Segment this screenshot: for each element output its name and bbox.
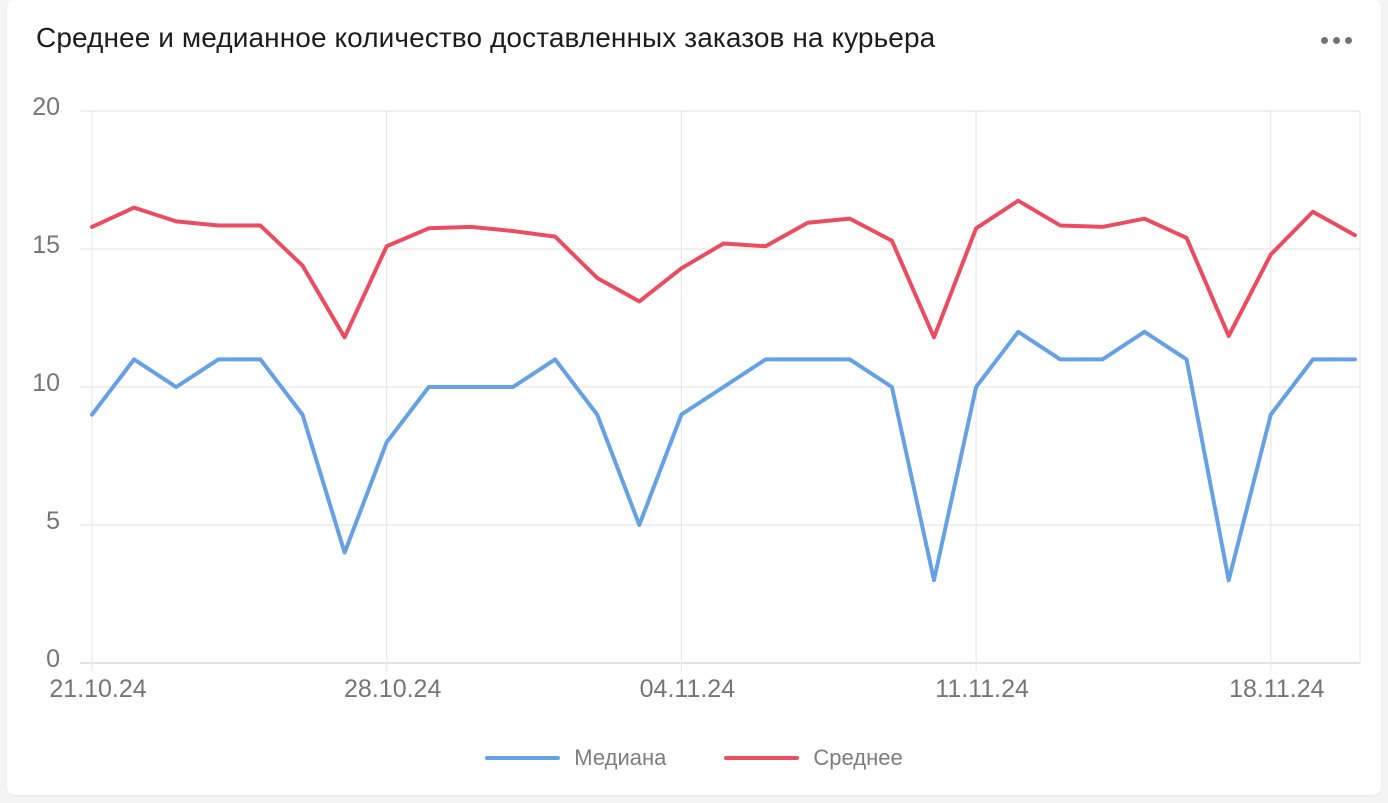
chart-legend: Медиана Среднее <box>7 745 1381 771</box>
x-axis-tick-label: 18.11.24 <box>1229 675 1325 703</box>
x-axis-tick-label: 04.11.24 <box>640 675 736 703</box>
mean-line <box>90 198 1357 340</box>
y-axis-tick-label: 15 <box>32 231 60 259</box>
chart-title: Среднее и медианное количество доставлен… <box>36 22 936 53</box>
legend-item-mean[interactable]: Среднее <box>724 745 903 771</box>
median-line <box>90 329 1357 583</box>
more-horizontal-icon <box>1320 36 1328 44</box>
more-horizontal-icon <box>1344 36 1352 44</box>
x-axis-tick-label: 21.10.24 <box>49 675 146 703</box>
y-axis-tick-label: 0 <box>46 645 60 673</box>
y-axis-tick-label: 5 <box>46 507 60 535</box>
mean-line-swatch <box>724 756 800 760</box>
legend-label-median: Медиана <box>574 745 667 770</box>
x-axis-tick-label: 11.11.24 <box>935 675 1029 703</box>
y-axis-tick-label: 20 <box>32 93 60 121</box>
y-axis-tick-label: 10 <box>32 369 60 397</box>
more-options-button[interactable] <box>1313 24 1359 56</box>
median-line-swatch <box>485 756 561 760</box>
legend-item-median[interactable]: Медиана <box>485 745 666 771</box>
more-horizontal-icon <box>1332 36 1340 44</box>
line-chart: 0 5 10 15 20 21.10.24 28.10.24 04.11.24 11.11.24… <box>32 93 1361 703</box>
x-axis-tick-label: 28.10.24 <box>344 675 441 703</box>
chart-card: 0 5 10 15 20 21.10.24 28.10.24 04.11.24 11.11.24… <box>7 0 1381 795</box>
legend-label-mean: Среднее <box>813 745 903 770</box>
